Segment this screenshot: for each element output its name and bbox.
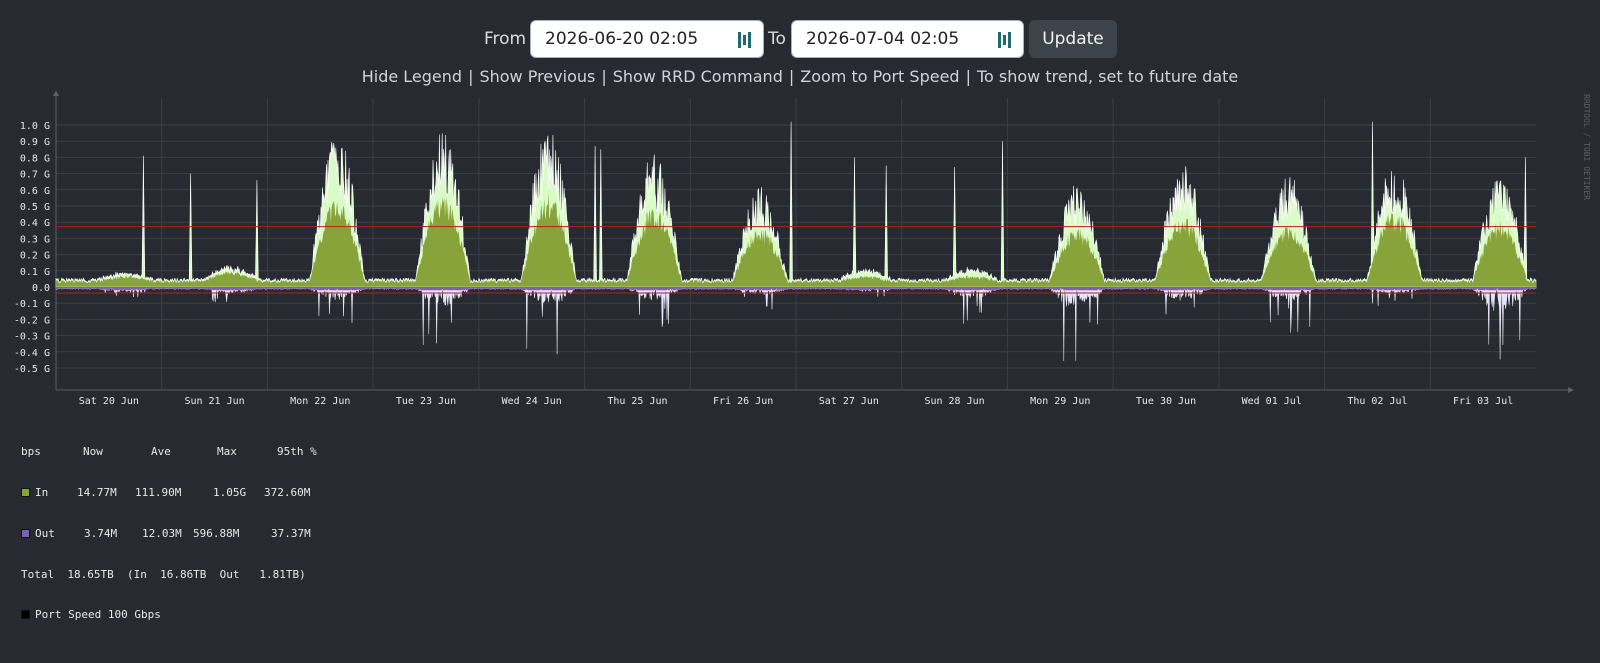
x-tick-label: Sun 28 Jun: [924, 396, 984, 407]
y-axis-labels: 1.0 G 0.9 G 0.8 G 0.7 G 0.6 G 0.5 G 0.4 G 0.3 G…: [14, 121, 50, 375]
x-tick-label: Fri 26 Jun: [713, 396, 773, 407]
y-tick-label: 1.0 G: [20, 121, 50, 132]
x-tick-label: Sat 20 Jun: [79, 396, 139, 407]
y-tick-label: -0.2 G: [14, 315, 50, 326]
to-datetime-input[interactable]: [806, 29, 991, 49]
legend-out-name: Out: [35, 526, 55, 540]
port-speed-swatch: [21, 610, 30, 620]
legend-now-header: Now: [83, 445, 103, 459]
x-tick-label: Thu 02 Jul: [1347, 396, 1407, 407]
graph-grid: [53, 90, 1574, 393]
x-tick-label: Fri 03 Jul: [1453, 396, 1513, 407]
legend-p95-header: 95th %: [277, 445, 317, 459]
x-tick-label: Mon 29 Jun: [1030, 396, 1090, 407]
legend-out-ave: 12.03M: [142, 526, 182, 540]
legend-max-header: Max: [217, 445, 237, 459]
show-previous-link[interactable]: Show Previous: [479, 67, 596, 86]
x-axis-labels: Sat 20 Jun Sun 21 Jun Mon 22 Jun Tue 23 Jun…: [79, 396, 1514, 407]
x-tick-label: Sun 21 Jun: [184, 396, 244, 407]
to-label: To: [768, 29, 786, 49]
legend-unit: bps: [21, 445, 41, 459]
from-label: From: [484, 29, 527, 49]
y-tick-label: 0.2 G: [20, 251, 50, 262]
legend-port-speed-text: Port Speed 100 Gbps: [35, 608, 161, 622]
x-tick-label: Tue 23 Jun: [396, 396, 456, 407]
y-tick-label: -0.5 G: [14, 364, 50, 375]
y-axis-arrow: [53, 90, 59, 96]
in-color-swatch: [21, 487, 30, 497]
legend-header: bps Now Ave Max 95th %: [21, 445, 317, 459]
out-color-swatch: [21, 528, 30, 538]
show-rrd-command-link[interactable]: Show RRD Command: [612, 67, 783, 86]
y-tick-label: 0.9 G: [20, 137, 50, 148]
x-tick-label: Sat 27 Jun: [819, 396, 879, 407]
y-tick-label: -0.1 G: [14, 299, 50, 310]
y-tick-label: 0.7 G: [20, 170, 50, 181]
x-tick-label: Wed 01 Jul: [1242, 396, 1302, 407]
legend-total: Total 18.65TB (In 16.86TB Out 1.81TB): [21, 567, 306, 581]
legend-in-p95: 372.60M: [264, 485, 311, 499]
from-datetime-field[interactable]: [530, 20, 764, 58]
x-tick-label: Mon 22 Jun: [290, 396, 350, 407]
y-tick-label: 0.1 G: [20, 267, 50, 278]
graph-options-links: Hide Legend | Show Previous | Show RRD Comma…: [361, 67, 1239, 86]
to-datetime-field[interactable]: [791, 20, 1024, 58]
legend-out-max: 596.88M: [193, 526, 240, 540]
x-tick-label: Tue 30 Jun: [1136, 396, 1196, 407]
graph-marks: [56, 226, 1536, 294]
legend-row-in: In 14.77M 111.90M 1.05G 372.60M: [21, 485, 310, 500]
out-area: [56, 287, 1536, 291]
legend-port-speed: Port Speed 100 Gbps: [21, 608, 306, 622]
x-axis-arrow: [1568, 387, 1574, 393]
y-tick-label: 0.0: [32, 283, 50, 294]
y-tick-label: 0.4 G: [20, 218, 50, 229]
legend-out-now: 3.74M: [84, 526, 118, 540]
legend-row-out: Out 3.74M 12.03M 596.88M 37.37M: [21, 526, 311, 541]
in-area: [56, 192, 1536, 287]
rrdtool-watermark: RRDTOOL / TOBI OETIKER: [1582, 94, 1591, 200]
graph-series: [55, 121, 1537, 361]
traffic-graph: 1.0 G 0.9 G 0.8 G 0.7 G 0.6 G 0.5 G 0.4 G 0.3 G…: [14, 90, 1591, 407]
legend-in-ave: 111.90M: [135, 485, 182, 499]
from-datetime-input[interactable]: [545, 29, 730, 49]
trend-hint-link[interactable]: To show trend, set to future date: [976, 67, 1239, 86]
y-tick-label: 0.5 G: [20, 202, 50, 213]
update-button[interactable]: Update: [1029, 20, 1117, 58]
calendar-icon[interactable]: [997, 31, 1013, 49]
legend-ave-header: Ave: [151, 445, 171, 459]
hide-legend-link[interactable]: Hide Legend: [361, 67, 463, 86]
legend-in-max: 1.05G: [213, 485, 247, 499]
y-tick-label: 0.3 G: [20, 234, 50, 245]
y-tick-label: -0.4 G: [14, 348, 50, 359]
legend-out-p95: 37.37M: [271, 526, 311, 540]
legend-in-name: In: [35, 485, 49, 499]
zoom-to-port-speed-link[interactable]: Zoom to Port Speed: [800, 67, 960, 86]
y-tick-label: -0.3 G: [14, 332, 50, 343]
y-tick-label: 0.8 G: [20, 153, 50, 164]
x-tick-label: Thu 25 Jun: [607, 396, 667, 407]
y-tick-label: 0.6 G: [20, 186, 50, 197]
legend-in-now: 14.77M: [77, 485, 117, 499]
date-range-toolbar: From To Update: [0, 20, 1600, 60]
x-tick-label: Wed 24 Jun: [502, 396, 562, 407]
calendar-icon[interactable]: [737, 31, 753, 49]
